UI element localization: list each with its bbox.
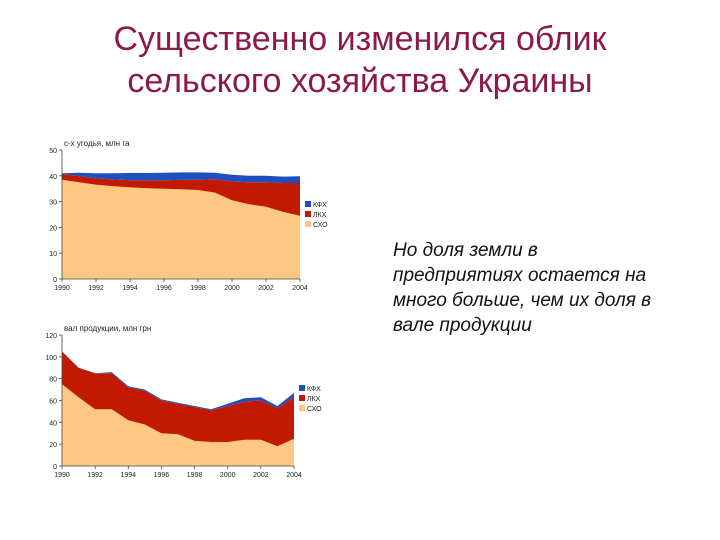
chart-legend: КФХ ЛКХ СХО — [299, 385, 322, 413]
y-tick-label: 20 — [49, 442, 57, 449]
slide-title-line-2: сельского хозяйства Украины — [127, 62, 593, 100]
x-tick-label: 2002 — [258, 285, 274, 292]
legend-swatch — [305, 201, 311, 207]
y-tick-label: 120 — [45, 333, 57, 340]
x-tick-label: 1996 — [156, 285, 172, 292]
chart-legend: КФХ ЛКХ СХО — [305, 201, 328, 229]
x-tick-label: 2004 — [292, 285, 308, 292]
production-chart: вал продукции, млн грн 0 20 40 60 80 100 120 199… — [45, 324, 322, 479]
y-tick-label: 0 — [53, 277, 57, 284]
legend-swatch — [299, 385, 305, 391]
area-series-2 — [62, 172, 300, 183]
legend-swatch — [305, 211, 311, 217]
slide-title-line-1: Существенно изменился облик — [113, 20, 607, 58]
x-tick-label: 2004 — [286, 472, 302, 479]
x-tick-label: 1990 — [54, 472, 70, 479]
area-series-0 — [62, 384, 294, 466]
area-series-1 — [62, 173, 300, 216]
legend-swatch — [305, 221, 311, 227]
x-tick-label: 2002 — [253, 472, 269, 479]
legend-label: СХО — [313, 222, 328, 229]
area-series-0 — [62, 179, 300, 279]
x-tick-label: 1994 — [120, 472, 136, 479]
y-tick-label: 100 — [45, 355, 57, 362]
y-tick-label: 40 — [49, 420, 57, 427]
y-tick-label: 60 — [49, 399, 57, 406]
chart-title: вал продукции, млн грн — [64, 324, 151, 333]
y-tick-label: 0 — [53, 464, 57, 471]
x-tick-label: 2000 — [220, 472, 236, 479]
slide-title: Существенно изменился облик сельского хо… — [0, 18, 720, 102]
legend-label: КФХ — [313, 202, 327, 209]
x-tick-label: 2000 — [224, 285, 240, 292]
y-tick-label: 50 — [49, 148, 57, 155]
legend-swatch — [299, 395, 305, 401]
area-series-2 — [62, 351, 294, 411]
legend-label: ЛКХ — [307, 396, 321, 403]
legend-label: ЛКХ — [313, 212, 327, 219]
legend-label: СХО — [307, 406, 322, 413]
x-tick-label: 1996 — [154, 472, 170, 479]
y-tick-label: 40 — [49, 174, 57, 181]
chart-title: с-х угодья, млн га — [64, 139, 130, 148]
x-tick-label: 1992 — [87, 472, 103, 479]
side-note: Но доля земли в предприятиях остается на… — [393, 240, 652, 336]
x-tick-label: 1994 — [122, 285, 138, 292]
x-tick-label: 1990 — [54, 285, 70, 292]
land-area-chart: с-х угодья, млн га 0 10 20 30 40 50 1990 1992 199… — [49, 139, 328, 292]
legend-label: КФХ — [307, 386, 321, 393]
y-tick-label: 20 — [49, 225, 57, 232]
y-tick-label: 10 — [49, 251, 57, 258]
y-tick-label: 80 — [49, 377, 57, 384]
y-tick-label: 30 — [49, 200, 57, 207]
x-tick-label: 1998 — [187, 472, 203, 479]
x-tick-label: 1992 — [88, 285, 104, 292]
legend-swatch — [299, 405, 305, 411]
area-series-1 — [62, 351, 294, 447]
x-tick-label: 1998 — [190, 285, 206, 292]
